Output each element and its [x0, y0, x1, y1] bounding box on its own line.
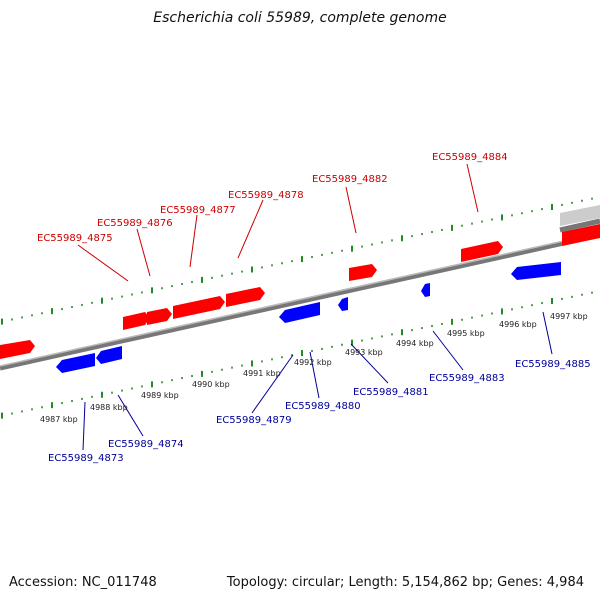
scale-label: 4993 kbp	[345, 348, 383, 357]
reverse-gene[interactable]	[279, 302, 320, 323]
gene-label-EC55989_4876[interactable]: EC55989_4876	[97, 218, 173, 229]
reverse-callouts: EC55989_4873 EC55989_4874 EC55989_4879 E…	[48, 311, 591, 464]
scale-label: 4987 kbp	[40, 415, 78, 424]
gene-label-EC55989_4879[interactable]: EC55989_4879	[216, 415, 292, 426]
gene-label-EC55989_4874[interactable]: EC55989_4874	[108, 439, 184, 450]
reverse-gene[interactable]	[511, 262, 561, 280]
gene-label-EC55989_4877[interactable]: EC55989_4877	[160, 205, 236, 216]
scale-label: 4994 kbp	[396, 339, 434, 348]
gene-label-EC55989_4884[interactable]: EC55989_4884	[432, 152, 508, 163]
scale-label: 4996 kbp	[499, 320, 537, 329]
gene-label-EC55989_4873[interactable]: EC55989_4873	[48, 453, 124, 464]
gene-label-EC55989_4878[interactable]: EC55989_4878	[228, 190, 304, 201]
forward-gene[interactable]	[0, 340, 35, 359]
forward-gene[interactable]	[147, 308, 172, 325]
scale-label: 4991 kbp	[243, 369, 281, 378]
scale-labels: 4987 kbp 4988 kbp 4989 kbp 4990 kbp 4991…	[40, 312, 588, 424]
genome-backbone-highlight	[0, 232, 600, 367]
genome-backbone	[0, 232, 600, 371]
accession-text: Accession: NC_011748	[9, 575, 157, 590]
gene-label-EC55989_4883[interactable]: EC55989_4883	[429, 373, 505, 384]
scale-label: 4988 kbp	[90, 403, 128, 412]
forward-tick-row	[1, 197, 593, 325]
gene-label-EC55989_4875[interactable]: EC55989_4875	[37, 233, 113, 244]
scale-label: 4989 kbp	[141, 391, 179, 400]
gray-feature	[560, 205, 600, 226]
forward-gene[interactable]	[562, 224, 600, 246]
genome-summary: Topology: circular; Length: 5,154,862 bp…	[226, 575, 584, 590]
forward-callouts: EC55989_4875 EC55989_4876 EC55989_4877 E…	[37, 152, 508, 282]
forward-gene[interactable]	[461, 241, 503, 262]
reverse-gene[interactable]	[56, 353, 95, 373]
forward-gene[interactable]	[226, 287, 265, 307]
forward-gene[interactable]	[123, 312, 150, 330]
reverse-genes	[56, 262, 561, 373]
genome-backbone-end	[559, 218, 600, 233]
genome-title: Escherichia coli 55989, complete genome	[153, 10, 447, 26]
reverse-gene[interactable]	[421, 283, 430, 297]
reverse-gene[interactable]	[338, 297, 348, 311]
gene-label-EC55989_4880[interactable]: EC55989_4880	[285, 401, 361, 412]
gene-label-EC55989_4885[interactable]: EC55989_4885	[515, 359, 591, 370]
forward-gene[interactable]	[349, 264, 377, 281]
gene-label-EC55989_4881[interactable]: EC55989_4881	[353, 387, 429, 398]
gene-label-EC55989_4882[interactable]: EC55989_4882	[312, 174, 388, 185]
scale-label: 4992 kbp	[294, 358, 332, 367]
reverse-gene[interactable]	[96, 346, 122, 364]
scale-label: 4990 kbp	[192, 380, 230, 389]
reverse-tick-row	[1, 291, 593, 419]
scale-label: 4995 kbp	[447, 329, 485, 338]
forward-gene[interactable]	[173, 296, 225, 319]
scale-label: 4997 kbp	[550, 312, 588, 321]
forward-genes	[0, 224, 600, 359]
